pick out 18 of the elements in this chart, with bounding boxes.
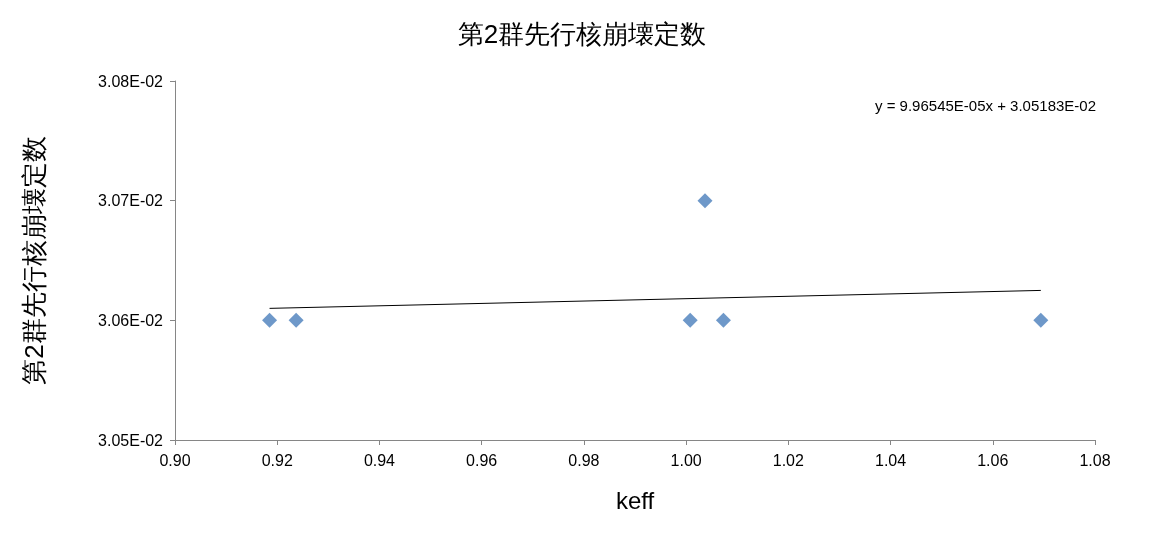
y-tick-label: 3.05E-02 — [98, 431, 164, 449]
y-axis-title: 第2群先行核崩壊定数 — [19, 136, 49, 385]
x-tick-label: 0.94 — [363, 451, 396, 469]
y-tick-label: 3.08E-02 — [98, 72, 164, 90]
x-tick-label: 0.90 — [159, 451, 191, 469]
x-tick-label: 1.04 — [874, 451, 907, 469]
x-tick-label: 1.08 — [1079, 451, 1111, 469]
annotation: y = 9.96545E-05x + 3.05183E-02 — [875, 97, 1097, 114]
x-tick-label: 1.02 — [772, 451, 805, 469]
chart-title: 第2群先行核崩壊定数 — [457, 19, 707, 49]
x-axis-title: keff — [615, 486, 655, 514]
x-tick-label: 0.98 — [568, 451, 600, 469]
y-tick-label: 3.07E-02 — [98, 192, 164, 210]
x-tick-label: 1.00 — [670, 451, 702, 469]
x-tick-label: 1.06 — [977, 451, 1009, 469]
x-tick-label: 0.92 — [261, 451, 293, 469]
x-tick-label: 0.96 — [466, 451, 498, 469]
y-tick-label: 3.06E-02 — [98, 311, 164, 329]
